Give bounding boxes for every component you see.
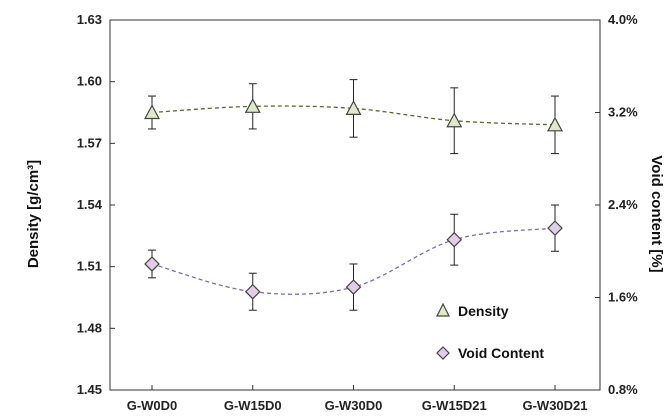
x-tick-label: G-W15D0 (224, 398, 282, 413)
x-axis-ticks: G-W0D0 G-W15D0 G-W30D0 G-W15D21 G-W30D21 (127, 385, 588, 413)
x-tick-label: G-W0D0 (127, 398, 178, 413)
series-layer (143, 79, 564, 311)
legend-item-density: Density (436, 302, 509, 319)
series-density (143, 79, 564, 155)
data-point-triangle (546, 116, 564, 132)
legend-label-density: Density (458, 303, 509, 319)
right-tick-label: 4.0% (608, 12, 638, 27)
legend-item-void-content: Void Content (436, 345, 544, 361)
data-point-triangle (244, 98, 261, 113)
data-point-triangle (446, 112, 463, 128)
left-tick-label: 1.51 (77, 259, 102, 274)
data-point-diamond (547, 220, 563, 236)
x-tick-label: G-W15D21 (422, 398, 487, 413)
right-axis-ticks: 0.8% 1.6% 2.4% 3.2% 4.0% (595, 12, 638, 397)
data-point-diamond (244, 283, 261, 300)
right-axis-title: Void content [%] (648, 155, 665, 272)
left-tick-label: 1.48 (77, 320, 102, 335)
x-tick-label: G-W30D0 (325, 398, 383, 413)
left-tick-label: 1.57 (77, 135, 102, 150)
legend-diamond-marker (436, 346, 450, 360)
legend-triangle-marker (436, 302, 450, 317)
series-line (151, 105, 556, 126)
data-point-triangle (345, 100, 362, 115)
data-point-triangle (143, 104, 161, 120)
data-point-diamond (144, 256, 160, 272)
left-tick-label: 1.45 (77, 382, 102, 397)
data-point-diamond (345, 279, 362, 295)
plot-area-frame (109, 19, 601, 391)
series-void-content (144, 204, 563, 311)
left-tick-label: 1.54 (77, 197, 103, 212)
left-axis-title: Density [g/cm³] (25, 160, 42, 268)
right-tick-label: 2.4% (608, 197, 638, 212)
right-tick-label: 1.6% (608, 290, 638, 305)
left-tick-label: 1.60 (77, 74, 102, 89)
data-point-diamond (446, 231, 463, 248)
legend: Density Void Content (436, 302, 544, 361)
left-axis-ticks: 1.45 1.48 1.51 1.54 1.57 1.60 1.63 (77, 12, 115, 397)
right-tick-label: 3.2% (608, 105, 638, 120)
legend-label-void-content: Void Content (458, 345, 544, 361)
x-tick-label: G-W30D21 (522, 398, 587, 413)
right-tick-label: 0.8% (608, 382, 638, 397)
left-tick-label: 1.63 (77, 12, 102, 27)
